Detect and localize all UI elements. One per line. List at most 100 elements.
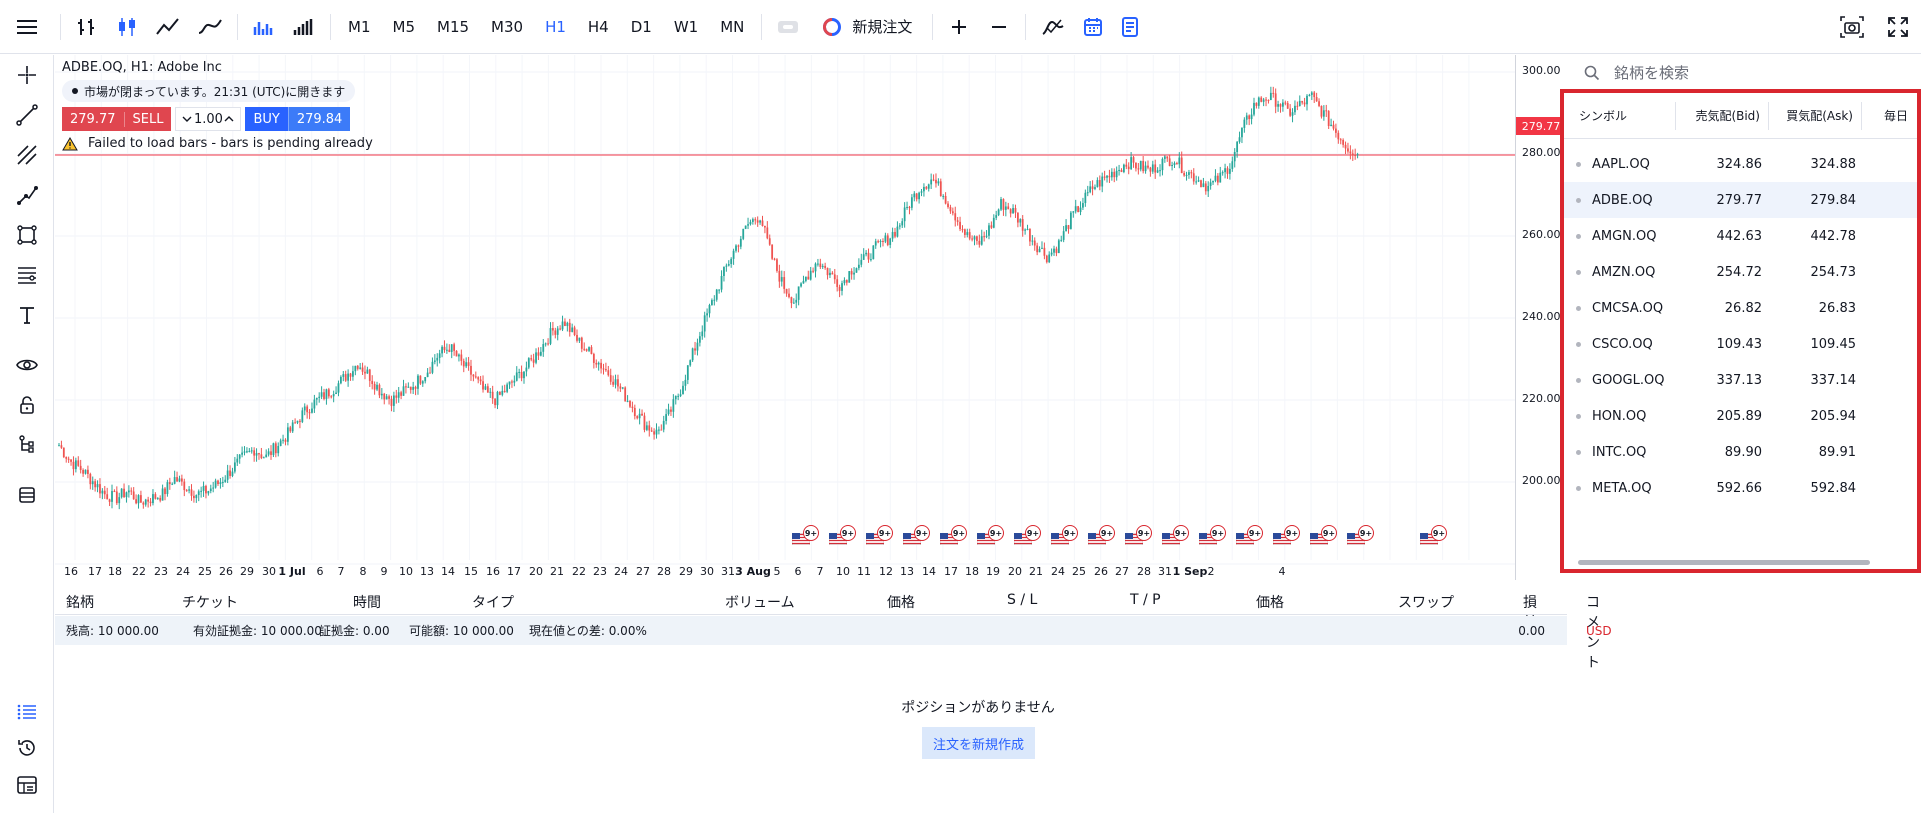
positions-column-header[interactable]: スワップ bbox=[1398, 595, 1454, 611]
column-ask[interactable]: 買気配(Ask) bbox=[1769, 101, 1862, 130]
area-chart-type-button[interactable] bbox=[189, 0, 231, 54]
timeframe-m5[interactable]: M5 bbox=[392, 17, 416, 36]
channel-tool[interactable] bbox=[0, 135, 54, 175]
economic-event-marker[interactable]: 9+ bbox=[1012, 525, 1041, 547]
history-tab[interactable] bbox=[0, 728, 54, 768]
indicators-button[interactable] bbox=[1032, 0, 1074, 54]
timeframe-m1[interactable]: M1 bbox=[348, 17, 371, 36]
economic-event-marker[interactable]: 9+ bbox=[1234, 525, 1263, 547]
pitchfork-tool[interactable] bbox=[0, 175, 54, 215]
economic-event-marker[interactable]: 9+ bbox=[1418, 525, 1447, 547]
timeframe-w1[interactable]: W1 bbox=[673, 17, 699, 36]
economic-event-marker[interactable]: 9+ bbox=[1160, 525, 1189, 547]
sell-button[interactable]: 279.77 SELL bbox=[62, 107, 172, 131]
new-order-button[interactable]: 新規注文 bbox=[808, 16, 926, 37]
economic-event-marker[interactable]: 9+ bbox=[1086, 525, 1115, 547]
market-watch-row[interactable]: AMZN.OQ 254.72 254.73 bbox=[1564, 254, 1917, 290]
timeframe-m15[interactable]: M15 bbox=[437, 17, 470, 36]
time-axis[interactable]: 16 17 18 22 23 24 25 26 29 30 1 Jul 6 7 8 9 10 13 14 15 16 1… bbox=[55, 563, 1515, 581]
market-watch-row[interactable]: HON.OQ 205.89 205.94 bbox=[1564, 398, 1917, 434]
chevron-down-icon[interactable] bbox=[182, 115, 192, 123]
candle bbox=[947, 201, 949, 209]
market-watch-row[interactable]: AAPL.OQ 324.86 324.88 bbox=[1564, 146, 1917, 182]
economic-event-marker[interactable]: 9+ bbox=[1345, 525, 1374, 547]
shape-tool[interactable] bbox=[0, 215, 54, 255]
candle bbox=[1149, 166, 1152, 177]
market-watch-row[interactable]: ADBE.OQ 279.77 279.84 bbox=[1564, 182, 1917, 218]
symbol-search[interactable]: 銘柄を検索 bbox=[1566, 55, 1921, 90]
economic-event-marker[interactable]: 9+ bbox=[790, 525, 819, 547]
one-click-toggle[interactable] bbox=[768, 0, 808, 54]
economic-event-marker[interactable]: 9+ bbox=[827, 525, 856, 547]
candles-chart-type-button[interactable] bbox=[107, 0, 147, 54]
market-watch-row[interactable]: GOOGL.OQ 337.13 337.14 bbox=[1564, 362, 1917, 398]
journal-tab[interactable] bbox=[0, 765, 54, 805]
journal-button[interactable] bbox=[1112, 0, 1148, 54]
economic-event-marker[interactable]: 9+ bbox=[1197, 525, 1226, 547]
hide-drawings-tool[interactable] bbox=[0, 345, 54, 385]
timeframe-d1[interactable]: D1 bbox=[630, 17, 652, 36]
column-symbol[interactable]: シンボル bbox=[1564, 101, 1676, 130]
timeframe-h4[interactable]: H4 bbox=[587, 17, 609, 36]
positions-column-header[interactable]: 価格 bbox=[1256, 595, 1284, 611]
bar-chart-type-button[interactable] bbox=[67, 0, 107, 54]
market-watch-row[interactable]: CSCO.OQ 109.43 109.45 bbox=[1564, 326, 1917, 362]
positions-column-header[interactable]: 価格 bbox=[887, 595, 915, 611]
create-order-button[interactable]: 注文を新規作成 bbox=[922, 727, 1035, 759]
trend-line-tool[interactable] bbox=[0, 95, 54, 135]
quantity-value[interactable]: 1.00 bbox=[193, 111, 223, 127]
quantity-stepper[interactable]: 1.00 bbox=[175, 107, 242, 131]
delete-drawings-tool[interactable] bbox=[0, 475, 54, 515]
line-chart-type-button[interactable] bbox=[147, 0, 189, 54]
positions-column-header[interactable]: ボリューム bbox=[725, 595, 795, 611]
lock-drawings-tool[interactable] bbox=[0, 385, 54, 425]
timeframe-h1[interactable]: H1 bbox=[545, 17, 566, 36]
timeframe-m30[interactable]: M30 bbox=[491, 17, 524, 36]
zoom-out-button[interactable] bbox=[979, 0, 1019, 54]
positions-column-header[interactable]: チケット bbox=[182, 595, 238, 611]
market-watch-row[interactable]: AMGN.OQ 442.63 442.78 bbox=[1564, 218, 1917, 254]
price-axis[interactable]: 300.00 280.00 260.00 240.00 220.00 200.00 279… bbox=[1515, 55, 1566, 580]
economic-event-marker[interactable]: 9+ bbox=[1123, 525, 1152, 547]
candle bbox=[421, 380, 424, 387]
zoom-in-button[interactable] bbox=[939, 0, 979, 54]
economic-event-marker[interactable]: 9+ bbox=[938, 525, 967, 547]
calendar-button[interactable] bbox=[1074, 0, 1112, 54]
positions-tab[interactable] bbox=[0, 692, 54, 732]
candle bbox=[665, 408, 668, 425]
market-watch-row[interactable]: META.OQ 592.66 592.84 bbox=[1564, 470, 1917, 506]
positions-column-header[interactable]: 銘柄 bbox=[66, 595, 94, 611]
text-tool[interactable] bbox=[0, 295, 54, 335]
menu-button[interactable] bbox=[0, 0, 54, 54]
market-watch-row[interactable]: INTC.OQ 89.90 89.91 bbox=[1564, 434, 1917, 470]
screenshot-button[interactable] bbox=[1829, 0, 1875, 54]
horizontal-scrollbar[interactable] bbox=[1578, 560, 1870, 565]
candle bbox=[843, 277, 846, 286]
economic-event-marker[interactable]: 9+ bbox=[901, 525, 930, 547]
positions-column-header[interactable]: S / L bbox=[1007, 592, 1038, 608]
fullscreen-button[interactable] bbox=[1875, 0, 1921, 54]
chevron-up-icon[interactable] bbox=[224, 115, 234, 123]
economic-event-marker[interactable]: 9+ bbox=[864, 525, 893, 547]
object-tree-tool[interactable] bbox=[0, 425, 54, 465]
positions-column-header[interactable]: タイプ bbox=[472, 595, 514, 611]
candle bbox=[682, 381, 684, 395]
economic-event-marker[interactable]: 9+ bbox=[1271, 525, 1300, 547]
column-daily[interactable]: 毎日 bbox=[1884, 109, 1909, 123]
price-chart[interactable] bbox=[55, 55, 1515, 580]
fibonacci-tool[interactable] bbox=[0, 255, 54, 295]
column-bid[interactable]: 売気配(Bid) bbox=[1676, 101, 1769, 130]
tick-volume-button[interactable] bbox=[284, 0, 324, 54]
positions-column-header[interactable]: コメント bbox=[1586, 595, 1600, 671]
row-symbol: INTC.OQ bbox=[1592, 444, 1647, 460]
economic-event-marker[interactable]: 9+ bbox=[1308, 525, 1337, 547]
economic-event-marker[interactable]: 9+ bbox=[975, 525, 1004, 547]
positions-column-header[interactable]: 時間 bbox=[353, 595, 381, 611]
buy-button[interactable]: BUY 279.84 bbox=[245, 107, 351, 131]
economic-event-marker[interactable]: 9+ bbox=[1049, 525, 1078, 547]
volume-button[interactable] bbox=[244, 0, 284, 54]
positions-column-header[interactable]: T / P bbox=[1130, 592, 1161, 608]
crosshair-tool[interactable] bbox=[0, 55, 54, 95]
market-watch-row[interactable]: CMCSA.OQ 26.82 26.83 bbox=[1564, 290, 1917, 326]
timeframe-mn[interactable]: MN bbox=[720, 17, 745, 36]
